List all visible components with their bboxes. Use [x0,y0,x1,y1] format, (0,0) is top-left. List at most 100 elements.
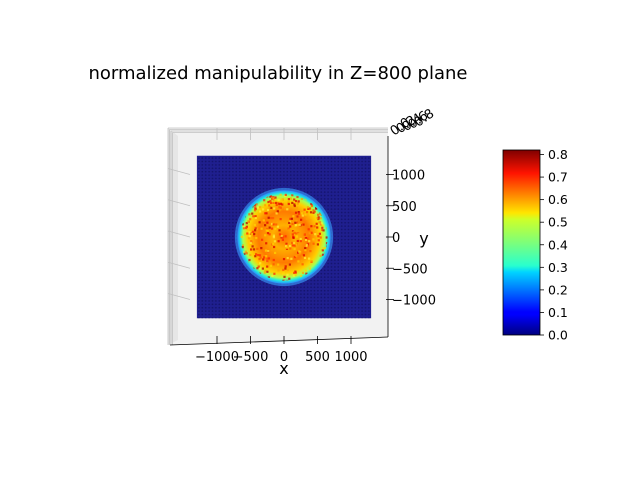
disk-speckle [321,226,324,229]
disk-speckle [278,233,282,236]
colorbar-tick-label: 0.0 [548,328,568,343]
disk-speckle [304,237,307,240]
disk-speckle [296,239,299,243]
disk-speckle [247,237,251,240]
y-axis-label: y [419,229,428,248]
disk-speckle [295,254,298,258]
y-tick-label: 1000 [392,169,425,184]
disk-speckle [286,268,289,272]
disk-speckle [297,260,300,263]
disk-speckle [317,239,320,242]
disk-speckle [242,225,245,228]
disk-speckle [296,195,299,199]
disk-speckle [303,208,306,211]
disk-speckle [279,271,282,274]
disk-speckle [279,193,282,196]
disk-speckle [310,202,313,206]
disk-speckle [248,235,251,238]
disk-speckle [255,203,258,206]
disk-speckle [316,243,319,246]
disk-speckle [300,259,303,263]
x-axis-label: x [279,359,288,378]
disk-speckle [262,208,265,211]
disk-speckle [294,223,298,227]
disk-speckle [244,233,247,236]
disk-speckle [295,206,298,209]
disk-speckle [278,206,281,209]
disk-speckle [281,272,284,275]
disk-speckle [266,265,269,268]
disk-speckle [293,198,296,201]
disk-speckle [297,224,300,227]
disk-speckle [308,267,311,270]
disk-speckle [254,216,257,220]
disk-speckle [258,258,261,261]
disk-speckle [292,242,295,245]
disk-speckle [292,236,295,239]
disk-speckle [290,234,293,237]
disk-speckle [318,221,321,224]
disk-speckle [272,234,275,237]
disk-speckle [265,212,268,215]
disk-speckle [295,221,299,224]
disk-speckle [283,220,286,223]
disk-speckle [253,203,256,206]
disk-speckle [304,247,307,250]
disk-speckle [258,221,261,224]
disk-speckle [295,235,298,238]
disk-speckle [312,238,315,241]
disk-speckle [287,198,290,201]
disk-speckle [286,257,289,260]
disk-speckle [289,247,292,250]
z-axis: 0.00.20.40.60.8 [388,106,438,139]
disk-speckle [294,211,298,214]
disk-speckle [273,207,276,210]
disk-speckle [254,229,257,232]
disk-speckle [294,270,297,273]
disk-speckle [262,258,265,261]
disk-speckle [288,228,291,231]
disk-speckle [316,226,319,229]
disk-speckle [317,216,320,219]
disk-speckle [290,257,293,260]
disk-speckle [297,211,300,214]
disk-speckle [286,273,289,276]
disk-speckle [321,249,324,252]
disk-speckle [279,202,282,205]
disk-speckle [292,230,295,233]
disk-speckle [240,235,243,238]
disk-speckle [284,193,287,196]
colorbar-tick-label: 0.7 [548,170,568,185]
disk-speckle [266,221,269,224]
disk-speckle [295,243,298,246]
disk-speckle [281,238,284,241]
disk-speckle [245,222,248,225]
disk-speckle [266,257,269,260]
disk-speckle [264,204,267,207]
disk-speckle [309,250,312,253]
disk-speckle [306,206,309,209]
disk-speckle [248,258,251,262]
disk-speckle [308,240,311,243]
disk-speckle [309,219,312,222]
disk-speckle [300,218,303,221]
disk-speckle [316,217,319,220]
disk-speckle [291,222,294,226]
colorbar-tick-label: 0.2 [548,282,568,297]
disk-speckle [261,267,264,270]
x-tick-label: 500 [305,350,330,365]
disk-speckle [283,275,286,278]
colorbar-tick-label: 0.6 [548,192,568,207]
disk-speckle [317,213,320,216]
disk-speckle [293,256,296,259]
disk-speckle [253,232,256,235]
disk-speckle [277,198,280,202]
disk-speckle [269,200,272,203]
disk-speckle [267,200,270,204]
disk-speckle [310,231,313,234]
disk-speckle [301,214,304,217]
disk-speckle [284,265,287,268]
disk-speckle [259,210,262,213]
disk-speckle [315,207,318,210]
